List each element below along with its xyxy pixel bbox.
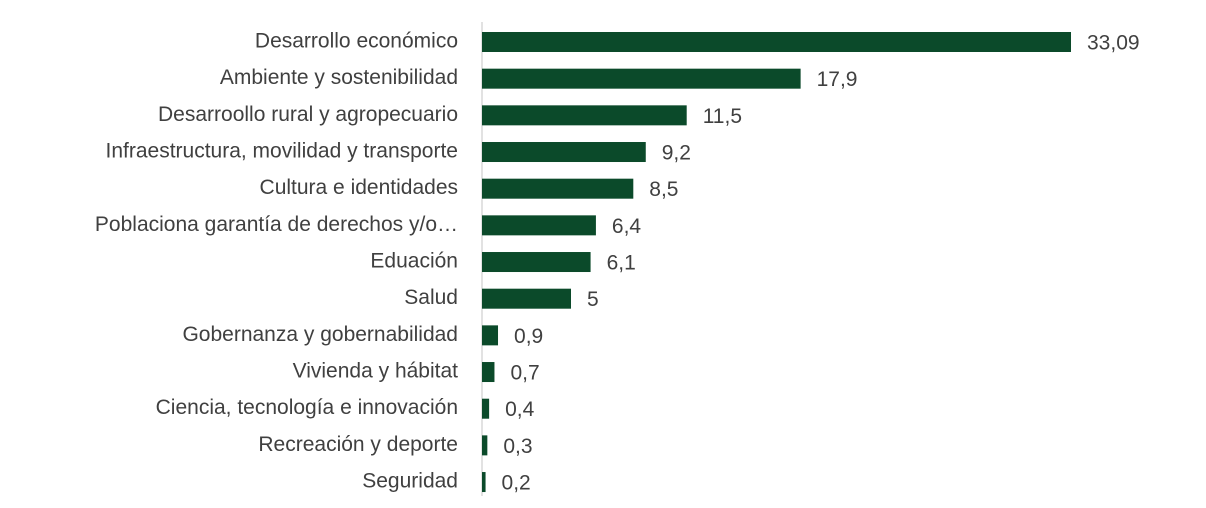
value-label: 17,9 xyxy=(817,68,858,91)
value-label: 5 xyxy=(587,288,599,311)
value-label: 6,1 xyxy=(607,252,636,275)
category-label: Poblaciona garantía de derechos y/o… xyxy=(95,213,458,236)
category-label: Desarroollo rural y agropecuario xyxy=(158,103,458,126)
category-label: Ciencia, tecnología e innovación xyxy=(156,396,458,419)
value-label: 11,5 xyxy=(703,105,742,128)
bar xyxy=(482,178,634,199)
value-label: 6,4 xyxy=(612,215,642,238)
value-label: 9,2 xyxy=(662,142,691,165)
bar xyxy=(482,325,499,346)
value-label: 8,5 xyxy=(649,178,678,201)
value-label: 33,09 xyxy=(1087,32,1140,55)
bar xyxy=(482,288,571,309)
bar xyxy=(482,215,596,236)
bar xyxy=(482,362,495,383)
category-label: Seguridad xyxy=(362,470,458,493)
value-label: 0,3 xyxy=(503,435,532,458)
bar xyxy=(482,252,591,273)
category-label: Salud xyxy=(404,286,458,309)
bar xyxy=(482,32,1072,52)
category-label: Recreación y deporte xyxy=(258,433,458,456)
category-label: Cultura e identidades xyxy=(260,176,458,199)
category-label: Desarrollo económico xyxy=(255,30,458,53)
bar xyxy=(482,68,801,89)
category-label: Gobernanza y gobernabilidad xyxy=(182,323,458,346)
bar xyxy=(482,435,488,456)
bar xyxy=(482,398,490,419)
category-label: Eduación xyxy=(370,250,458,273)
category-label: Infraestructura, movilidad y transporte xyxy=(106,140,459,163)
category-label: Vivienda y hábitat xyxy=(293,360,459,383)
value-label: 0,2 xyxy=(502,472,531,495)
bar xyxy=(482,105,687,126)
category-label: Ambiente y sostenibilidad xyxy=(220,66,458,89)
value-label: 0,4 xyxy=(505,398,535,421)
bar xyxy=(482,472,486,493)
value-label: 0,7 xyxy=(510,362,539,385)
bar xyxy=(482,142,646,163)
value-label: 0,9 xyxy=(514,325,543,348)
